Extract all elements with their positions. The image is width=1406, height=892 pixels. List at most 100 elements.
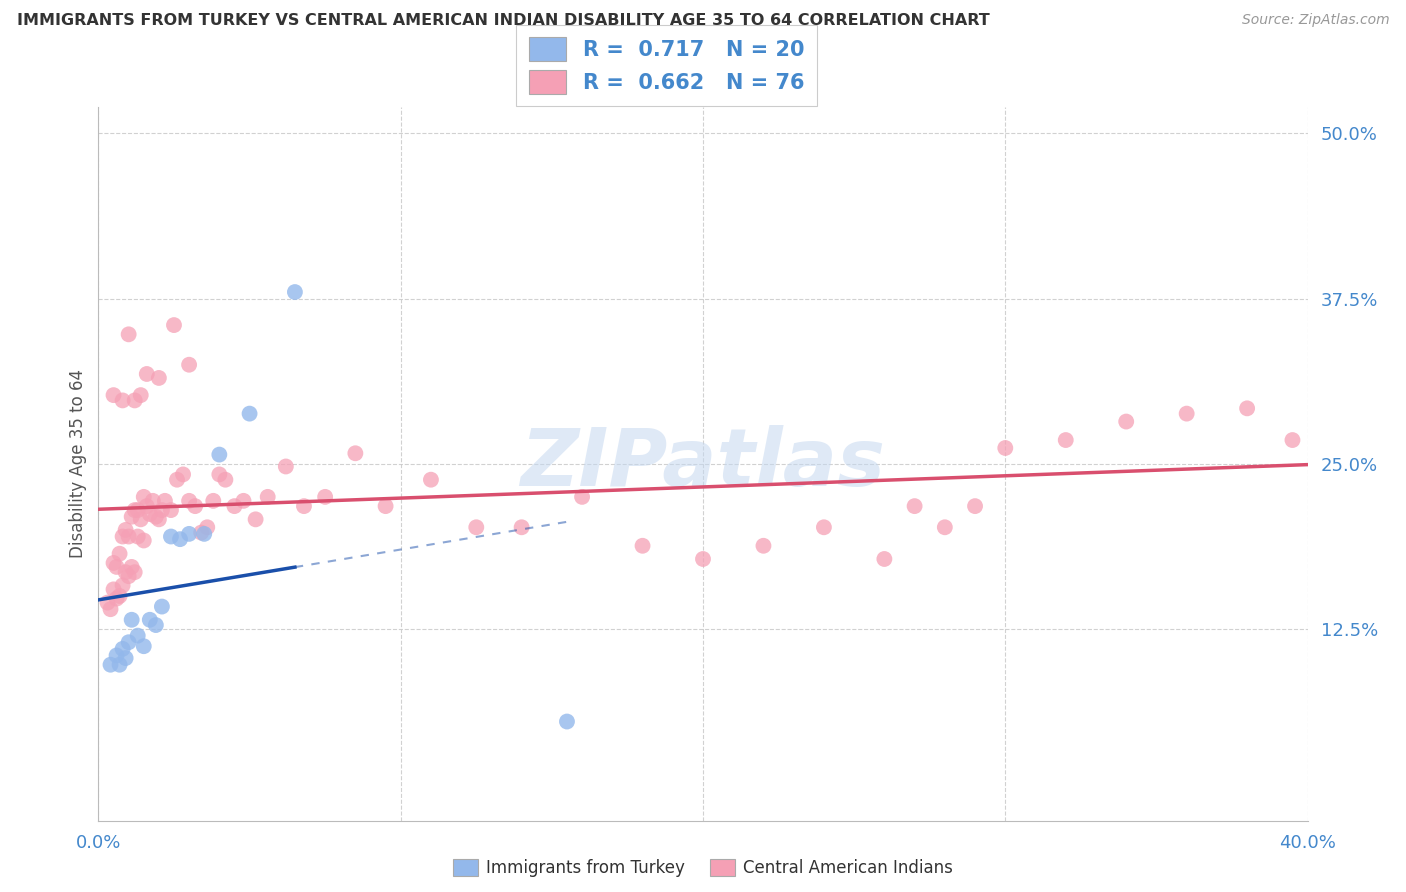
Point	[111, 529, 134, 543]
Point	[873, 552, 896, 566]
Point	[100, 602, 122, 616]
Point	[1236, 401, 1258, 416]
Point	[103, 388, 125, 402]
Point	[344, 446, 367, 460]
Point	[139, 507, 162, 521]
Point	[571, 490, 593, 504]
Point	[108, 589, 131, 603]
Point	[160, 529, 183, 543]
Point	[150, 503, 173, 517]
Point	[124, 393, 146, 408]
Point	[202, 493, 225, 508]
Point	[904, 499, 927, 513]
Point	[190, 525, 212, 540]
Point	[114, 565, 136, 579]
Point	[184, 499, 207, 513]
Point	[118, 529, 141, 543]
Point	[135, 367, 157, 381]
Point	[752, 539, 775, 553]
Point	[103, 582, 125, 597]
Text: ZIPatlas: ZIPatlas	[520, 425, 886, 503]
Point	[631, 539, 654, 553]
Point	[100, 657, 122, 672]
Point	[127, 529, 149, 543]
Point	[274, 459, 297, 474]
Point	[1115, 415, 1137, 429]
Point	[314, 490, 336, 504]
Point	[195, 520, 218, 534]
Point	[114, 523, 136, 537]
Point	[160, 503, 183, 517]
Point	[105, 648, 128, 663]
Point	[124, 565, 146, 579]
Point	[127, 629, 149, 643]
Point	[111, 578, 134, 592]
Legend: Immigrants from Turkey, Central American Indians: Immigrants from Turkey, Central American…	[446, 852, 960, 884]
Point	[105, 560, 128, 574]
Point	[121, 613, 143, 627]
Point	[239, 407, 262, 421]
Point	[965, 499, 987, 513]
Point	[114, 651, 136, 665]
Point	[224, 499, 246, 513]
Point	[108, 547, 131, 561]
Point	[1054, 433, 1077, 447]
Point	[292, 499, 315, 513]
Point	[121, 509, 143, 524]
Point	[108, 657, 131, 672]
Point	[232, 493, 254, 508]
Legend: R =  0.717   N = 20, R =  0.662   N = 76: R = 0.717 N = 20, R = 0.662 N = 76	[516, 25, 817, 106]
Point	[148, 512, 170, 526]
Point	[166, 473, 188, 487]
Point	[145, 618, 167, 632]
Point	[163, 318, 186, 332]
Point	[193, 527, 215, 541]
Point	[555, 714, 578, 729]
Text: Source: ZipAtlas.com: Source: ZipAtlas.com	[1241, 13, 1389, 28]
Point	[208, 448, 231, 462]
Point	[129, 512, 152, 526]
Point	[142, 493, 165, 508]
Point	[129, 388, 152, 402]
Point	[124, 503, 146, 517]
Point	[132, 533, 155, 548]
Point	[510, 520, 533, 534]
Point	[813, 520, 835, 534]
Point	[148, 371, 170, 385]
Point	[179, 527, 201, 541]
Point	[1281, 433, 1303, 447]
Point	[420, 473, 443, 487]
Point	[118, 635, 141, 649]
Point	[1175, 407, 1198, 421]
Point	[139, 613, 162, 627]
Point	[934, 520, 956, 534]
Point	[132, 490, 155, 504]
Point	[118, 327, 141, 342]
Point	[374, 499, 396, 513]
Point	[135, 499, 157, 513]
Y-axis label: Disability Age 35 to 64: Disability Age 35 to 64	[69, 369, 87, 558]
Point	[150, 599, 173, 614]
Point	[121, 560, 143, 574]
Point	[208, 467, 231, 482]
Point	[153, 493, 176, 508]
Point	[172, 467, 194, 482]
Point	[145, 509, 167, 524]
Point	[465, 520, 488, 534]
Point	[127, 503, 149, 517]
Point	[214, 473, 236, 487]
Point	[169, 532, 191, 546]
Point	[118, 569, 141, 583]
Point	[284, 285, 307, 299]
Text: IMMIGRANTS FROM TURKEY VS CENTRAL AMERICAN INDIAN DISABILITY AGE 35 TO 64 CORREL: IMMIGRANTS FROM TURKEY VS CENTRAL AMERIC…	[17, 13, 990, 29]
Point	[105, 591, 128, 606]
Point	[994, 441, 1017, 455]
Point	[103, 556, 125, 570]
Point	[111, 393, 134, 408]
Point	[256, 490, 278, 504]
Point	[245, 512, 267, 526]
Point	[179, 493, 201, 508]
Point	[179, 358, 201, 372]
Point	[111, 641, 134, 656]
Point	[96, 596, 118, 610]
